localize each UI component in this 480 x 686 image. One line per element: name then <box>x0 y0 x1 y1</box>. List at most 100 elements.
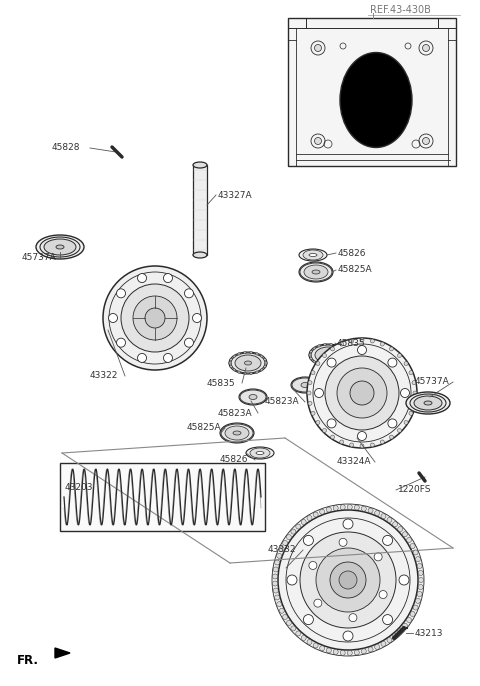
Text: 1220FS: 1220FS <box>398 486 432 495</box>
Ellipse shape <box>410 394 446 412</box>
Circle shape <box>309 354 311 356</box>
Circle shape <box>307 391 311 395</box>
Circle shape <box>374 553 382 561</box>
Circle shape <box>291 529 296 534</box>
Circle shape <box>311 370 315 375</box>
Circle shape <box>333 506 338 510</box>
Circle shape <box>103 266 207 370</box>
Circle shape <box>184 289 193 298</box>
Circle shape <box>358 431 367 440</box>
Circle shape <box>336 344 338 347</box>
Circle shape <box>307 639 312 645</box>
Circle shape <box>389 347 394 351</box>
Circle shape <box>402 623 408 628</box>
Ellipse shape <box>291 377 319 393</box>
Circle shape <box>340 440 344 444</box>
Circle shape <box>250 351 252 354</box>
Circle shape <box>279 547 284 552</box>
Circle shape <box>331 435 335 439</box>
Circle shape <box>327 358 336 367</box>
Ellipse shape <box>225 426 249 440</box>
Circle shape <box>383 535 393 545</box>
Circle shape <box>410 611 415 617</box>
Ellipse shape <box>249 394 257 399</box>
Circle shape <box>296 524 301 529</box>
Circle shape <box>398 527 403 532</box>
Circle shape <box>314 137 322 145</box>
Circle shape <box>371 339 374 343</box>
Circle shape <box>256 371 258 373</box>
Circle shape <box>313 643 318 648</box>
Ellipse shape <box>246 447 274 459</box>
Text: 43324A: 43324A <box>337 458 372 466</box>
Circle shape <box>283 541 288 545</box>
Circle shape <box>121 284 189 352</box>
Circle shape <box>361 649 366 654</box>
Circle shape <box>381 514 386 519</box>
Circle shape <box>388 419 397 428</box>
Circle shape <box>303 535 313 545</box>
Ellipse shape <box>312 270 320 274</box>
Circle shape <box>316 362 320 366</box>
Circle shape <box>323 353 326 357</box>
Circle shape <box>343 519 353 529</box>
Circle shape <box>108 314 118 322</box>
Circle shape <box>336 363 338 365</box>
Circle shape <box>360 338 364 342</box>
Circle shape <box>358 346 367 355</box>
Circle shape <box>399 575 409 585</box>
Ellipse shape <box>193 162 207 168</box>
Circle shape <box>276 602 282 606</box>
Circle shape <box>250 372 252 375</box>
Circle shape <box>341 347 343 349</box>
Circle shape <box>393 522 397 527</box>
Text: 45825A: 45825A <box>338 265 372 274</box>
Circle shape <box>330 364 332 366</box>
Ellipse shape <box>414 396 442 410</box>
Text: 45825A: 45825A <box>187 423 222 432</box>
Ellipse shape <box>239 389 267 405</box>
Circle shape <box>318 344 320 347</box>
Circle shape <box>320 646 324 651</box>
Circle shape <box>330 562 366 598</box>
Circle shape <box>344 357 346 359</box>
Circle shape <box>339 539 347 546</box>
Ellipse shape <box>309 254 317 257</box>
Circle shape <box>318 363 320 365</box>
Circle shape <box>276 554 282 558</box>
Text: 45835: 45835 <box>337 338 366 348</box>
Circle shape <box>416 598 420 604</box>
Ellipse shape <box>256 451 264 455</box>
Circle shape <box>412 401 416 405</box>
Circle shape <box>310 357 312 359</box>
Circle shape <box>273 588 278 593</box>
Circle shape <box>272 504 424 656</box>
Text: 45823A: 45823A <box>265 397 300 407</box>
Circle shape <box>375 644 380 650</box>
Circle shape <box>379 591 387 599</box>
Circle shape <box>233 355 235 357</box>
Bar <box>288 18 456 166</box>
Circle shape <box>387 637 392 643</box>
Ellipse shape <box>193 252 207 258</box>
Ellipse shape <box>309 344 347 366</box>
Circle shape <box>307 515 312 521</box>
Ellipse shape <box>301 383 309 388</box>
Circle shape <box>308 401 312 405</box>
Ellipse shape <box>324 353 332 357</box>
Text: 45823A: 45823A <box>218 408 252 418</box>
Circle shape <box>324 344 326 346</box>
Circle shape <box>275 560 280 565</box>
Text: 45835: 45835 <box>207 379 236 388</box>
Ellipse shape <box>424 401 432 405</box>
Text: REF.43-430B: REF.43-430B <box>370 5 431 15</box>
Ellipse shape <box>299 249 327 261</box>
Text: 45737A: 45737A <box>22 254 57 263</box>
Circle shape <box>184 338 193 347</box>
Circle shape <box>417 591 422 597</box>
Circle shape <box>375 510 380 516</box>
Circle shape <box>324 364 326 366</box>
Circle shape <box>313 512 318 517</box>
Circle shape <box>368 508 373 513</box>
Circle shape <box>233 368 235 371</box>
